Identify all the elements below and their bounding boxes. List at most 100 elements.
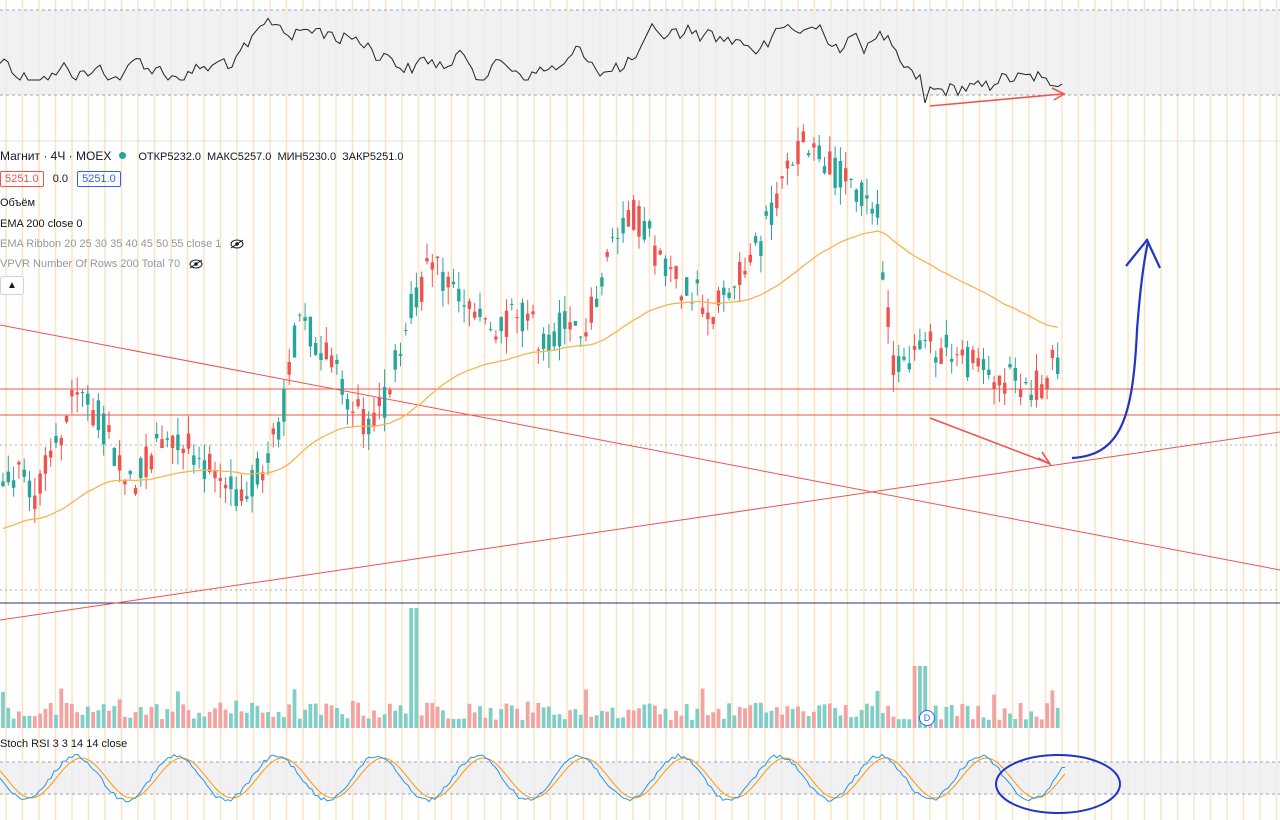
volume-bar bbox=[1013, 718, 1018, 728]
candle-body bbox=[838, 161, 843, 188]
legend-stoch[interactable]: Stoch RSI 3 3 14 14 close bbox=[0, 738, 128, 750]
candle-body bbox=[22, 469, 26, 477]
hidden-eye-icon[interactable] bbox=[230, 239, 244, 249]
band-fill bbox=[0, 10, 1280, 95]
stoch-k-line bbox=[0, 753, 1065, 803]
volume-bar bbox=[176, 691, 180, 728]
volume-bar bbox=[350, 701, 355, 728]
candle-body bbox=[579, 336, 583, 338]
legend-ribbon[interactable]: EMA Ribbon 20 25 30 35 40 45 50 55 close… bbox=[0, 238, 244, 250]
volume-bar bbox=[1039, 719, 1044, 728]
legend-volume[interactable]: Объём bbox=[0, 197, 36, 209]
volume-bar bbox=[748, 705, 753, 728]
candle-body bbox=[632, 200, 636, 230]
volume-bar bbox=[1018, 702, 1023, 728]
candle-body bbox=[234, 489, 238, 507]
candle-body bbox=[393, 350, 397, 370]
volume-bar bbox=[149, 706, 154, 728]
volume-bar bbox=[32, 715, 37, 728]
candle-body bbox=[695, 279, 699, 284]
annotations bbox=[929, 87, 1161, 814]
volume-bar bbox=[340, 714, 345, 728]
volume-bar bbox=[138, 707, 143, 728]
volume-bar bbox=[1050, 690, 1055, 728]
volume-bar bbox=[684, 704, 689, 728]
volume-bar bbox=[356, 702, 360, 728]
quote-row: 5251.0 0.0 5251.0 bbox=[0, 171, 121, 187]
candle-body bbox=[775, 193, 779, 209]
volume-bar bbox=[48, 703, 53, 728]
legend-ema[interactable]: EMA 200 close 0 bbox=[0, 218, 83, 230]
candle-body bbox=[261, 472, 265, 481]
volume-bar bbox=[764, 712, 769, 728]
candle-body bbox=[944, 334, 949, 348]
volume-bar bbox=[207, 712, 212, 728]
spread-value: 0.0 bbox=[52, 173, 69, 185]
candle-body bbox=[748, 254, 752, 263]
volume-bar bbox=[960, 703, 965, 728]
symbol-title[interactable]: Магнит · 4Ч · MOEX bbox=[0, 149, 112, 163]
volume-bar bbox=[303, 709, 307, 728]
candle-body bbox=[170, 435, 175, 449]
volume-bar bbox=[600, 711, 604, 728]
volume-bar bbox=[647, 703, 652, 728]
volume-bar bbox=[658, 714, 663, 728]
volume-bar bbox=[939, 719, 943, 728]
volume-bar bbox=[191, 718, 196, 728]
volume-bar bbox=[22, 715, 27, 728]
volume-bar bbox=[478, 706, 482, 728]
candle-body bbox=[610, 236, 615, 238]
volume-bar bbox=[446, 718, 451, 728]
chevron-up-icon[interactable]: ▲ bbox=[0, 276, 24, 295]
candle-body bbox=[133, 487, 138, 494]
candle-body bbox=[329, 355, 334, 368]
volume-bar bbox=[430, 702, 435, 728]
candle-body bbox=[875, 204, 880, 218]
dividend-marker[interactable]: D bbox=[919, 710, 935, 726]
volume-bar bbox=[557, 714, 562, 728]
candle-body bbox=[515, 317, 519, 319]
volume-bar bbox=[499, 708, 504, 728]
volume-bar bbox=[271, 716, 276, 728]
candle-body bbox=[950, 358, 954, 362]
price-pane[interactable] bbox=[0, 124, 1280, 621]
legend-vpvr[interactable]: VPVR Number Of Rows 200 Total 70 bbox=[0, 258, 203, 270]
symbol-legend: Магнит · 4Ч · MOEX ОТКР5232.0 МАКС5257.0 МИ… bbox=[0, 149, 404, 163]
candle-body bbox=[457, 288, 461, 302]
candle-body bbox=[239, 489, 244, 502]
volume-bar bbox=[80, 714, 85, 728]
candle-body bbox=[547, 334, 551, 352]
candle-body bbox=[796, 140, 800, 165]
volume-bar bbox=[117, 699, 122, 728]
candle-body bbox=[250, 470, 254, 497]
candle-body bbox=[663, 258, 668, 277]
volume-bar bbox=[965, 705, 970, 728]
vpvr-label: VPVR Number Of Rows 200 Total 70 bbox=[0, 258, 181, 270]
volume-bar bbox=[255, 705, 260, 728]
candle-body bbox=[70, 390, 74, 397]
indicator-divergence-arrow bbox=[929, 93, 1063, 107]
volume-bar bbox=[377, 717, 382, 728]
ask-pill[interactable]: 5251.0 bbox=[77, 171, 121, 187]
volume-bar bbox=[769, 710, 774, 728]
candle-body bbox=[499, 317, 503, 332]
target-arrow-head bbox=[1125, 237, 1161, 269]
candle-body bbox=[1013, 367, 1017, 381]
bid-pill[interactable]: 5251.0 bbox=[0, 171, 44, 187]
candle-body bbox=[584, 332, 588, 337]
candle-body bbox=[38, 473, 42, 494]
volume-bar bbox=[971, 719, 975, 728]
candle-body bbox=[738, 262, 742, 285]
candle-body bbox=[181, 448, 185, 454]
candle-body bbox=[759, 241, 763, 256]
hidden-eye-icon[interactable] bbox=[189, 259, 203, 269]
volume-bar bbox=[17, 711, 21, 728]
candle-body bbox=[377, 397, 381, 407]
volume-bar bbox=[96, 710, 101, 728]
candle-body bbox=[732, 286, 737, 288]
volume-bar bbox=[11, 718, 16, 728]
candle-body bbox=[669, 267, 673, 270]
volume-bar bbox=[695, 708, 700, 728]
volume-bar bbox=[70, 703, 74, 728]
